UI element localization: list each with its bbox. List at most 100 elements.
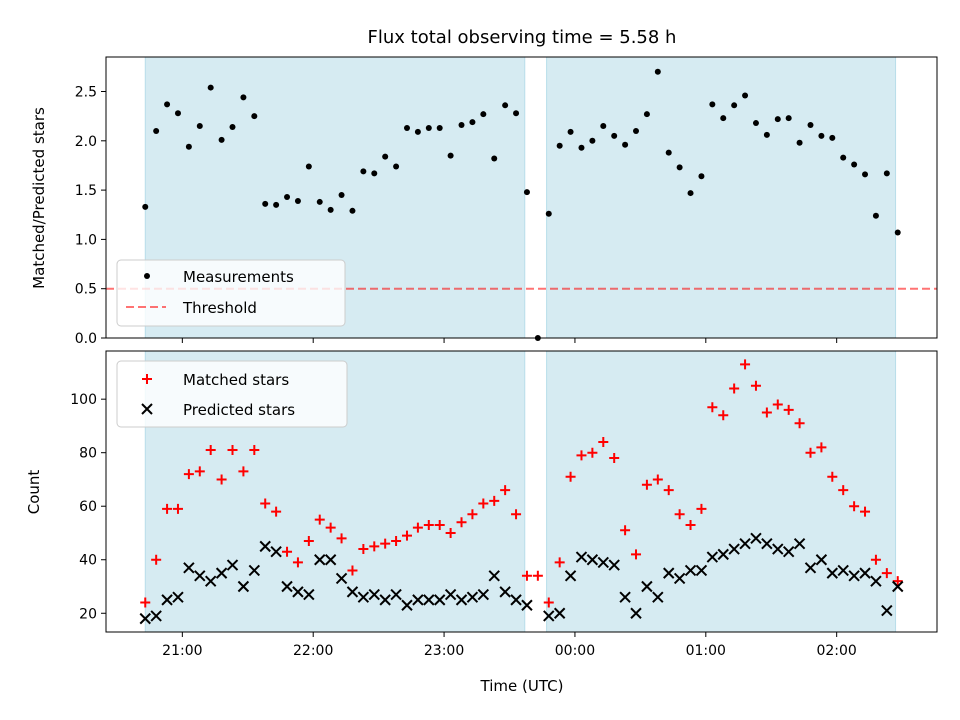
predicted-point — [346, 586, 359, 598]
predicted-point — [717, 548, 729, 561]
measurement-point — [196, 123, 203, 130]
measurement-point — [403, 124, 410, 131]
measurement-point — [807, 122, 814, 129]
matched-point — [456, 517, 467, 528]
predicted-point — [423, 594, 435, 606]
predicted-point — [215, 567, 228, 579]
measurement-point — [785, 115, 792, 122]
matched-point — [565, 471, 576, 482]
matched-point — [511, 509, 522, 520]
measurement-point — [556, 142, 563, 149]
ratio-panel: 0.0 0.5 1.0 1.5 2.0 2.5 Measurements Threshold — [75, 56, 938, 347]
predicted-point — [281, 580, 293, 593]
predicted-point — [597, 556, 609, 569]
predicted-point — [641, 580, 653, 593]
predicted-point — [739, 537, 751, 550]
measurement-point — [872, 212, 879, 219]
measurement-point — [862, 171, 869, 178]
predicted-point — [183, 562, 195, 574]
observing-window — [546, 350, 897, 633]
matched-point — [500, 485, 511, 496]
matched-point — [205, 445, 216, 456]
measurement-point — [360, 168, 367, 175]
y-tick-label: 2.5 — [75, 85, 97, 101]
predicted-point — [761, 537, 773, 550]
measurement-point — [513, 110, 520, 117]
predicted-point — [139, 612, 151, 625]
matched-point — [750, 380, 761, 391]
measurement-point — [371, 170, 378, 177]
predicted-point — [608, 559, 620, 571]
measurement-point — [851, 161, 858, 168]
matched-point — [445, 527, 456, 538]
predicted-point — [543, 610, 555, 622]
matched-point — [696, 503, 707, 514]
matched-point — [663, 485, 674, 496]
measurement-point — [883, 170, 890, 177]
predicted-point — [673, 572, 686, 585]
measurement-point — [578, 144, 585, 151]
measurement-point — [763, 131, 770, 138]
y-tick-label: 80 — [79, 446, 97, 462]
legend-label-threshold: Threshold — [182, 299, 257, 317]
predicted-point — [652, 591, 664, 603]
measurement-point — [709, 101, 716, 108]
predicted-point — [630, 607, 642, 619]
x-axis-label: Time (UTC) — [480, 677, 564, 695]
matched-point — [881, 568, 892, 579]
predicted-point — [782, 546, 795, 558]
matched-point — [478, 498, 489, 509]
legend-box — [116, 360, 348, 428]
measurement-point — [218, 136, 225, 143]
measurement-point — [284, 194, 291, 201]
measurement-point — [469, 119, 476, 126]
y-tick-label: 100 — [70, 392, 97, 408]
legend-marker-matched — [142, 374, 152, 384]
plot-frame — [105, 56, 938, 339]
predicted-point — [521, 599, 533, 611]
matched-point — [685, 519, 696, 530]
measurement-point — [523, 189, 530, 196]
matched-point — [609, 453, 620, 464]
predicted-point — [859, 567, 871, 579]
matched-point — [892, 576, 903, 587]
predicted-point — [706, 551, 719, 563]
matched-point — [238, 466, 249, 477]
matched-point — [401, 530, 412, 541]
measurement-point — [829, 134, 836, 141]
measurement-point — [316, 198, 323, 205]
matched-point — [718, 410, 729, 421]
matched-point — [216, 474, 227, 485]
measurement-point — [698, 173, 705, 180]
legend-label-measurements: Measurements — [183, 268, 294, 286]
matched-point — [576, 450, 587, 461]
predicted-point — [772, 543, 784, 555]
matched-point — [740, 359, 751, 370]
measurement-point — [545, 210, 552, 217]
matched-point — [271, 506, 282, 517]
y-tick-label: 0.0 — [75, 331, 97, 347]
measurement-point — [840, 154, 847, 161]
matched-point — [369, 541, 380, 552]
predicted-point — [335, 572, 348, 585]
measurement-point — [600, 123, 607, 130]
predicted-point — [499, 586, 511, 598]
predicted-point — [357, 591, 370, 603]
measurement-point — [207, 84, 214, 91]
measurement-point — [731, 102, 738, 109]
predicted-point — [379, 594, 391, 606]
measurement-point — [382, 153, 389, 160]
measurement-point — [436, 124, 443, 131]
matched-point — [194, 466, 205, 477]
matched-point — [489, 495, 500, 506]
measurement-point — [589, 137, 596, 144]
legend-marker-measurements — [144, 273, 150, 279]
predicted-point — [586, 554, 599, 566]
predicted-point — [259, 540, 271, 553]
predicted-point — [248, 564, 261, 577]
matched-point — [794, 418, 805, 429]
count-panel: 20 40 60 80 100 21:00 22:00 23:00 00:00 01:00 02:0… — [70, 350, 938, 659]
matched-point — [870, 554, 881, 565]
matched-point — [849, 501, 860, 512]
